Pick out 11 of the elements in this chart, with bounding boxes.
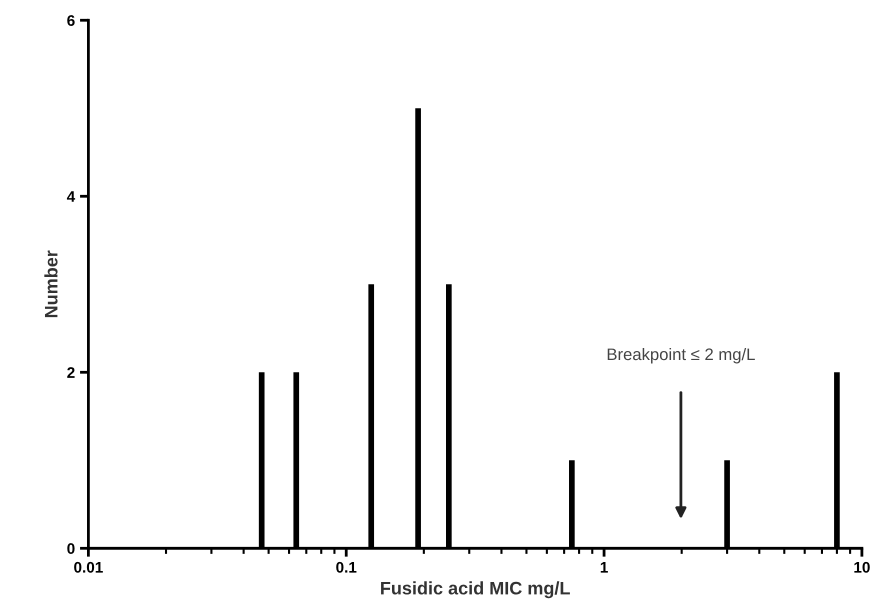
x-axis-title: Fusidic acid MIC mg/L bbox=[381, 581, 570, 598]
y-tick-label: 0 bbox=[67, 543, 75, 554]
y-tick-label: 4 bbox=[66, 191, 76, 202]
y-tick-label: 2 bbox=[67, 367, 75, 378]
x-tick-label: 0.1 bbox=[336, 562, 356, 573]
y-tick-label: 6 bbox=[67, 15, 75, 26]
x-tick-label: 10 bbox=[854, 562, 870, 573]
x-tick-label: 1 bbox=[600, 562, 608, 573]
y-axis-title: Number bbox=[44, 250, 58, 318]
x-tick-label: 0.01 bbox=[74, 562, 103, 573]
annotation: Breakpoint ≤ 2 mg/L bbox=[608, 348, 755, 364]
